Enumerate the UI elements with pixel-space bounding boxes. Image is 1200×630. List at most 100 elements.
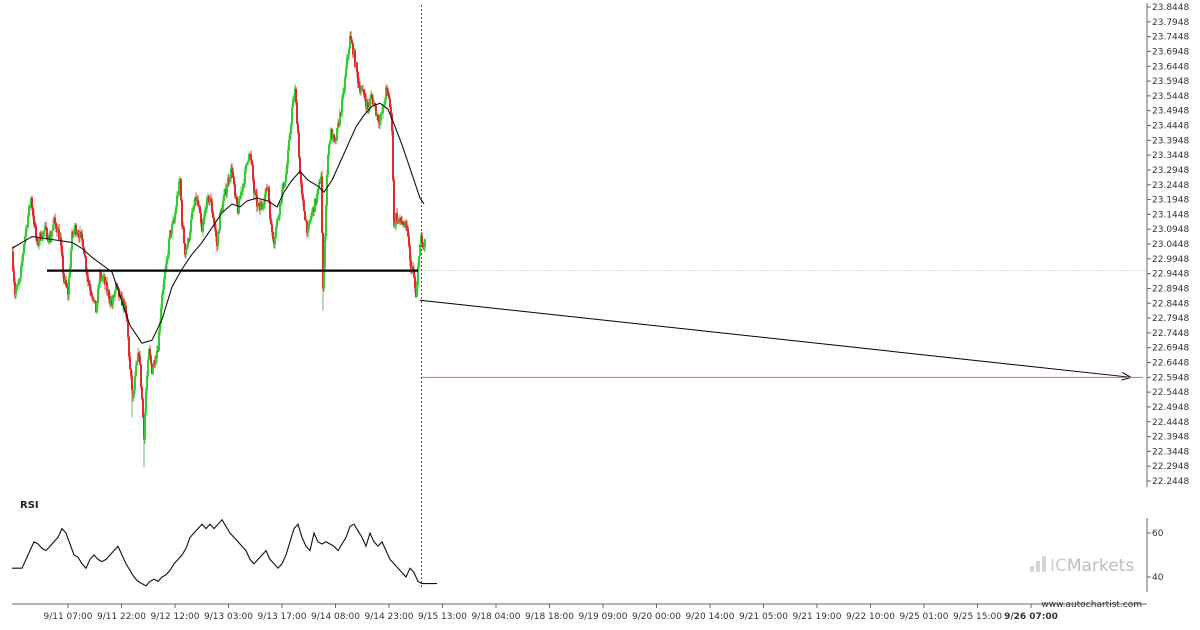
price-candles — [12, 31, 426, 468]
candle-body — [27, 215, 29, 228]
candle-body — [288, 140, 290, 151]
candle-body — [360, 90, 362, 93]
candle-body — [144, 413, 146, 440]
watermark-suffix: Markets — [1067, 556, 1134, 576]
candle-body — [414, 277, 416, 288]
candle-body — [123, 299, 125, 309]
candle-body — [88, 281, 90, 286]
candle-body — [286, 164, 288, 175]
candle-body — [20, 266, 22, 278]
candle-body — [140, 364, 142, 387]
candle-body — [227, 178, 229, 188]
candle-body — [352, 43, 354, 55]
candle-body — [318, 182, 320, 189]
candle-body — [253, 179, 255, 194]
candle-body — [389, 98, 391, 108]
time-tick-label: 9/19 09:00 — [578, 612, 627, 622]
candle-body — [375, 105, 377, 116]
candle-body — [61, 245, 63, 256]
candle-body — [128, 337, 130, 357]
candle-body — [278, 214, 280, 218]
candle-body — [357, 72, 359, 84]
candle-body — [81, 233, 83, 240]
candle-body — [287, 150, 289, 165]
candle-body — [344, 77, 346, 91]
price-tick-label: 22.8948 — [1152, 284, 1189, 294]
forecast-arrow-line — [419, 299, 1132, 378]
candle-body — [396, 213, 398, 222]
candle-body — [300, 174, 302, 184]
candle-body — [40, 232, 42, 240]
candle-body — [137, 353, 139, 362]
price-tick-label: 23.0948 — [1152, 225, 1189, 235]
candle-body — [182, 225, 184, 228]
time-tick-label: 9/12 12:00 — [150, 612, 199, 622]
candle-body — [265, 187, 267, 195]
candle-body — [323, 268, 325, 289]
candle-body — [394, 225, 396, 227]
candle-body — [163, 279, 165, 290]
candle-body — [199, 206, 201, 214]
candle-body — [60, 237, 62, 246]
candle-body — [256, 195, 258, 207]
candle-body — [96, 302, 98, 313]
candle-body — [17, 283, 19, 285]
candle-body — [274, 236, 276, 245]
candle-body — [185, 249, 187, 255]
candle-body — [84, 254, 86, 257]
candle-body — [317, 188, 319, 195]
watermark-prefix: IC — [1050, 556, 1067, 576]
price-tick-label: 23.5948 — [1152, 77, 1189, 87]
time-tick-label: 9/26 07:00 — [1004, 612, 1058, 622]
candle-body — [125, 305, 127, 314]
price-tick-label: 23.5448 — [1152, 92, 1189, 102]
candle-body — [230, 168, 232, 179]
candle-body — [400, 217, 402, 222]
candle-body — [331, 129, 333, 140]
candle-body — [79, 231, 81, 238]
candle-body — [89, 285, 91, 290]
candle-body — [349, 35, 351, 49]
candle-body — [242, 183, 244, 191]
broker-watermark: ICMarkets — [1030, 556, 1134, 576]
candle-body — [156, 351, 158, 359]
candle-body — [35, 225, 37, 238]
candle-body — [202, 224, 204, 232]
candle-body — [45, 226, 47, 229]
candle-body — [161, 294, 163, 309]
candle-body — [334, 138, 336, 141]
candle-body — [102, 277, 104, 279]
candle-body — [377, 114, 379, 121]
candle-body — [402, 222, 404, 225]
candle-body — [424, 239, 426, 247]
price-tick-label: 22.7448 — [1152, 329, 1189, 339]
candle-body — [261, 204, 263, 207]
candle-body — [169, 230, 171, 240]
candle-body — [34, 224, 36, 226]
candle-body — [177, 194, 179, 196]
candle-body — [149, 348, 151, 356]
price-tick-label: 22.5948 — [1152, 373, 1189, 383]
candle-body — [290, 124, 292, 135]
candle-body — [337, 123, 339, 129]
candle-body — [346, 57, 348, 69]
candle-body — [138, 353, 140, 357]
candle-body — [279, 202, 281, 215]
candle-body — [112, 296, 114, 306]
price-tick-label: 22.3448 — [1152, 447, 1189, 457]
candle-body — [211, 201, 213, 212]
candle-body — [97, 288, 99, 303]
candle-body — [104, 276, 106, 285]
candle-body — [171, 224, 173, 234]
candle-body — [85, 256, 87, 270]
candle-body — [159, 322, 161, 332]
candle-body — [324, 236, 326, 269]
candle-body — [303, 200, 305, 212]
candle-body — [51, 230, 53, 237]
candle-body — [316, 194, 318, 203]
candle-body — [275, 227, 277, 237]
candle-body — [388, 93, 390, 99]
candle-body — [293, 98, 295, 100]
candle-body — [306, 220, 308, 233]
